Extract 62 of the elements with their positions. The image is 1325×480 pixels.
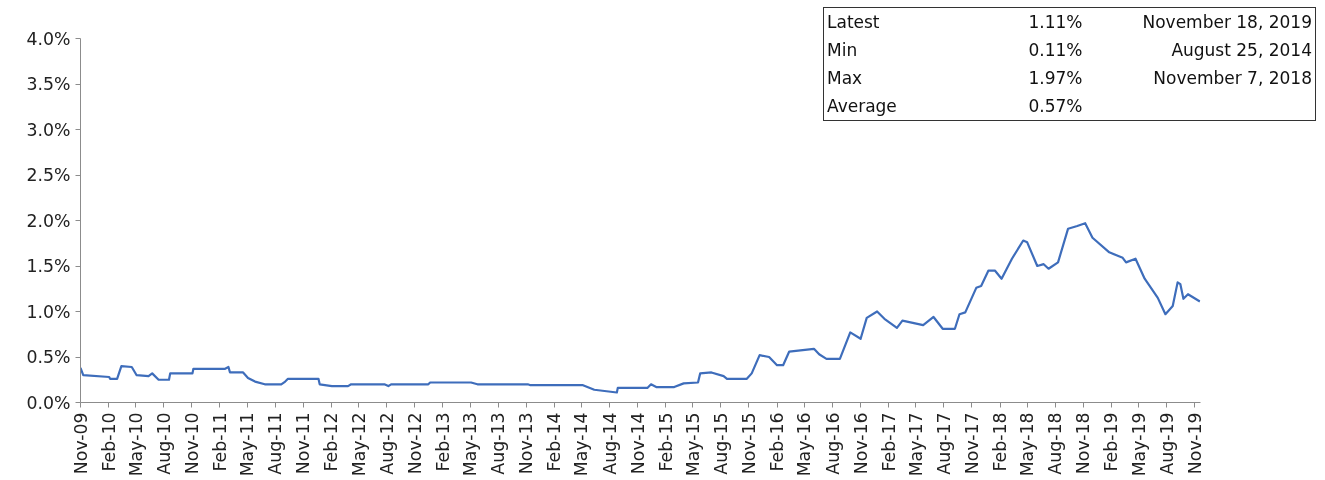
x-tick-label: May-14: [571, 412, 592, 477]
text: November 18, 2019: [1141, 11, 1313, 34]
annotation: 0.57%: [1027, 95, 1084, 118]
y-tick-label: 3.5%: [26, 74, 71, 94]
x-tick-label: Aug-15: [710, 412, 731, 475]
x-tick-label: Aug-13: [488, 412, 509, 475]
x-tick-label: May-13: [460, 412, 481, 477]
x-tick-label: Aug-17: [933, 412, 954, 475]
x-tick-label: May-11: [237, 412, 258, 477]
x-tick-label: Nov-11: [293, 412, 314, 475]
x-tick-label: Feb-15: [655, 412, 676, 472]
y-tick-label: 2.0%: [26, 210, 71, 231]
x-tick-label: Feb-19: [1101, 412, 1122, 472]
line-series: [80, 222, 1201, 394]
x-tick-label: Aug-10: [153, 412, 174, 475]
annotation: August 25, 2014: [1170, 39, 1313, 62]
x-tick-label: Nov-18: [1073, 412, 1094, 475]
x-tick-label: Feb-18: [990, 412, 1011, 472]
text: 1.11%: [1027, 11, 1084, 34]
y-tick-label: 2.5%: [26, 165, 71, 185]
x-tick-label: Nov-17: [961, 412, 982, 475]
y-tick-label: 3.0%: [26, 119, 71, 140]
x-tick-label: Feb-14: [544, 412, 565, 472]
x-tick-label: Aug-14: [599, 412, 620, 475]
x-tick-label: Nov-19: [1184, 412, 1205, 475]
y-tick-label: 1.0%: [26, 301, 71, 322]
x-tick-label: Nov-10: [181, 412, 202, 475]
x-tick-label: May-12: [348, 412, 369, 477]
annotation: Min: [826, 39, 859, 62]
y-tick-label: 0.0%: [26, 392, 71, 413]
annotation: Average: [826, 95, 898, 118]
y-tick-label: 1.5%: [26, 256, 71, 276]
x-tick-label: Aug-12: [376, 412, 397, 475]
x-tick-label: May-18: [1017, 412, 1038, 477]
x-tick-label: Feb-13: [432, 412, 453, 472]
x-tick-label: Feb-10: [98, 412, 119, 472]
x-tick-label: May-16: [794, 412, 815, 477]
x-tick-label: Nov-14: [627, 412, 648, 475]
x-tick-label: Feb-16: [767, 412, 788, 472]
x-tick-label: Feb-12: [321, 412, 342, 472]
x-tick-label: Nov-13: [516, 412, 537, 475]
x-tick-label: May-19: [1128, 412, 1149, 477]
x-tick-label: Feb-11: [209, 412, 230, 472]
annotation: Max: [826, 67, 864, 90]
x-tick-label: Aug-11: [265, 412, 286, 475]
y-tick-label: 4.0%: [26, 28, 71, 49]
x-tick-label: May-10: [125, 412, 146, 477]
x-tick-label: Nov-09: [70, 412, 91, 475]
x-tick-label: Nov-16: [850, 412, 871, 475]
x-tick-label: Nov-15: [738, 412, 759, 475]
x-tick-label: May-15: [682, 412, 703, 477]
x-tick-label: May-17: [905, 412, 926, 477]
annotation: November 7, 2018: [1152, 67, 1313, 90]
annotation: 0.11%: [1027, 39, 1084, 62]
x-tick-label: Feb-17: [878, 412, 899, 472]
x-tick-label: Aug-19: [1156, 412, 1177, 475]
x-tick-label: Aug-18: [1045, 412, 1066, 475]
x-tick-label: Aug-16: [822, 412, 843, 475]
annotation: 1.97%: [1027, 67, 1084, 90]
y-tick-label: 0.5%: [26, 347, 71, 367]
x-tick-label: Nov-12: [404, 412, 425, 475]
text: Latest: [826, 11, 881, 34]
